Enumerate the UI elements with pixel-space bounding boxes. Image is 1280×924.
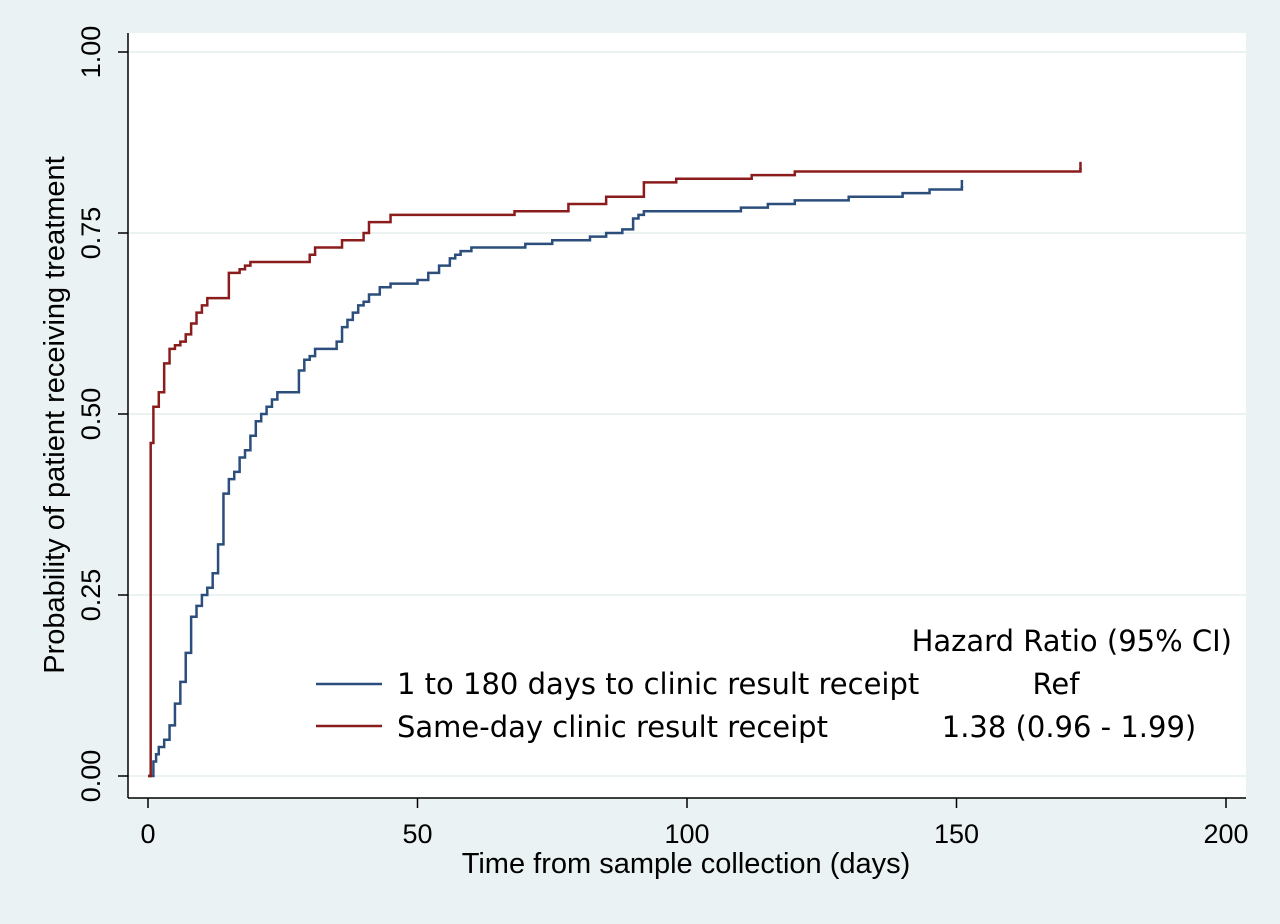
x-ticks: 0 50 100 150 200 (140, 798, 1249, 849)
legend-hr-series-2: 1.38 (0.96 - 1.99) (942, 710, 1196, 744)
x-tick-label-4: 200 (1203, 819, 1248, 849)
legend-hr-series-1: Ref (1033, 667, 1081, 701)
x-tick-label-2: 100 (664, 819, 709, 849)
legend-label-series-2: Same-day clinic result receipt (397, 710, 828, 744)
x-tick-label-0: 0 (140, 819, 155, 849)
x-axis-title: Time from sample collection (days) (462, 848, 911, 880)
y-tick-label-2: 0.50 (76, 388, 106, 441)
grid-lines (128, 51, 1246, 777)
series-layer (148, 161, 1082, 778)
y-tick-label-3: 0.75 (76, 207, 106, 260)
series-line-2 (148, 167, 1082, 778)
series-line-1 (148, 185, 964, 778)
y-tick-label-1: 0.25 (76, 569, 106, 622)
legend: Hazard Ratio (95% CI) 1 to 180 days to c… (316, 624, 1232, 744)
y-tick-label-0: 0.00 (76, 750, 106, 803)
y-tick-label-4: 1.00 (76, 26, 106, 79)
legend-label-series-1: 1 to 180 days to clinic result receipt (397, 667, 919, 701)
y-axis-title: Probability of patient receiving treatme… (39, 156, 71, 673)
legend-header: Hazard Ratio (95% CI) (912, 624, 1232, 658)
y-ticks: 0.00 0.25 0.50 0.75 1.00 (76, 26, 128, 803)
x-tick-label-3: 150 (934, 819, 979, 849)
plot-background (128, 33, 1246, 798)
x-tick-label-1: 50 (402, 819, 432, 849)
